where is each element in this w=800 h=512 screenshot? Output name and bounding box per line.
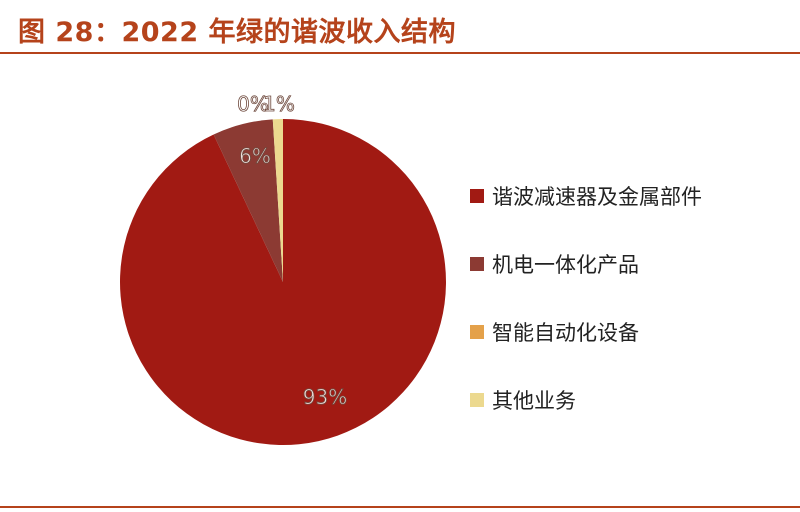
legend-label: 机电一体化产品 (492, 253, 639, 277)
pie-data-label-0: 93% (303, 385, 347, 409)
pie-data-label-1: 6% (239, 144, 271, 168)
pie-data-label-3: 1% (263, 92, 295, 116)
legend-swatch (470, 189, 484, 203)
legend-item: 谐波减速器及金属部件 (470, 162, 702, 230)
legend-swatch (470, 257, 484, 271)
figure-title: 图 28：2022 年绿的谐波收入结构 (18, 17, 457, 48)
title-divider (0, 52, 800, 54)
legend-item: 机电一体化产品 (470, 230, 702, 298)
pie-slice-3 (272, 119, 283, 282)
legend-item: 其他业务 (470, 366, 702, 434)
pie-slice-1 (213, 119, 283, 282)
footer-divider (0, 506, 800, 508)
legend-item: 智能自动化设备 (470, 298, 702, 366)
legend-label: 其他业务 (492, 389, 576, 413)
legend-label: 智能自动化设备 (492, 321, 639, 345)
legend-swatch (470, 393, 484, 407)
pie-data-labels: 93% 6% 0%1% (237, 92, 348, 410)
pie-data-label-2: 0% (237, 92, 269, 116)
legend-swatch (470, 325, 484, 339)
legend-label: 谐波减速器及金属部件 (492, 185, 702, 209)
chart-legend: 谐波减速器及金属部件 机电一体化产品 智能自动化设备 其他业务 (470, 162, 702, 434)
pie-slices (119, 119, 447, 446)
